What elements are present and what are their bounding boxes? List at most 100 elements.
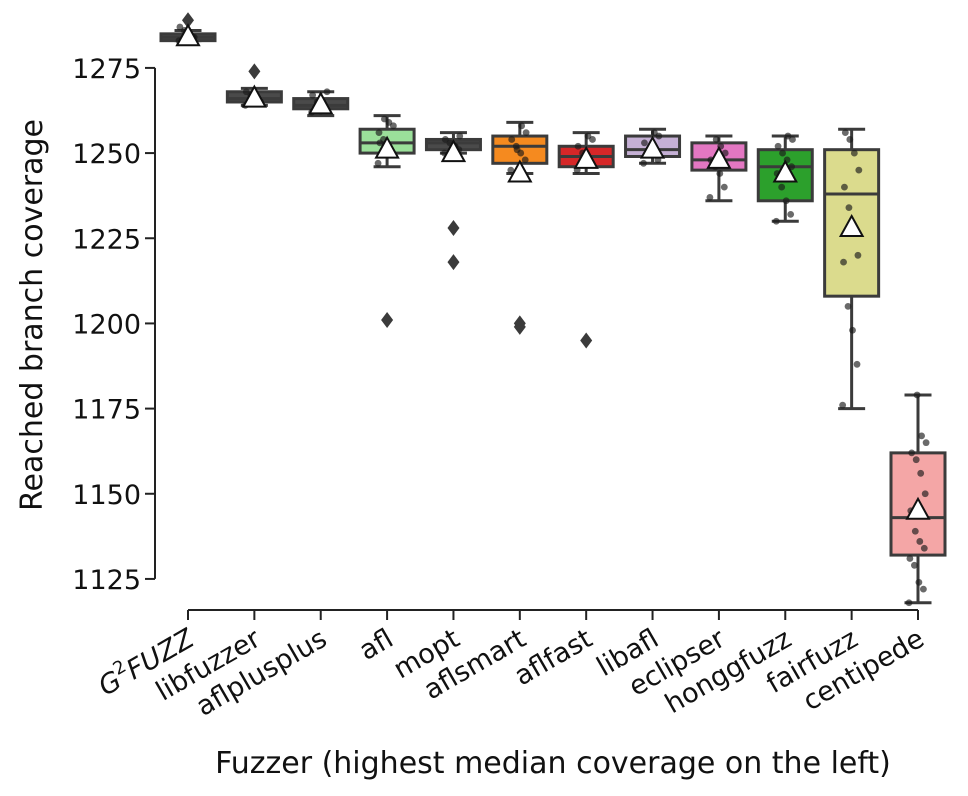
data-point xyxy=(784,132,792,140)
y-tick-label: 1250 xyxy=(72,139,141,170)
x-tick-label: aflfast xyxy=(509,623,597,692)
data-point xyxy=(908,449,916,457)
data-point xyxy=(841,183,848,191)
mean-marker xyxy=(308,91,334,115)
box-fairfuzz xyxy=(823,127,881,411)
data-point xyxy=(850,149,858,157)
data-point xyxy=(778,183,786,191)
data-point xyxy=(905,599,913,607)
mean-marker xyxy=(241,84,268,108)
y-tick-label: 1125 xyxy=(72,565,141,596)
data-point xyxy=(774,142,782,150)
outlier-marker xyxy=(513,318,526,335)
data-point xyxy=(375,129,383,137)
mean-marker xyxy=(838,213,865,238)
data-point xyxy=(920,585,927,593)
box-aflfast xyxy=(557,131,615,349)
data-point xyxy=(323,88,331,96)
box-libfuzzer xyxy=(225,63,283,109)
data-point xyxy=(508,136,516,143)
data-point xyxy=(309,91,317,99)
data-point xyxy=(841,129,849,137)
data-point xyxy=(720,183,728,191)
data-point xyxy=(906,555,914,562)
data-point xyxy=(507,166,515,174)
outlier-marker xyxy=(182,12,194,29)
y-axis: 1125 1150 1175 1200 1225 1250 1275 xyxy=(72,54,156,596)
box-afl xyxy=(358,114,416,329)
data-point xyxy=(912,456,920,464)
data-point xyxy=(641,139,648,147)
data-point xyxy=(849,326,856,334)
data-point xyxy=(518,122,526,130)
data-point xyxy=(922,439,930,447)
x-axis-label: Fuzzer (highest median coverage on the l… xyxy=(215,746,891,781)
mean-marker xyxy=(905,496,931,520)
data-point xyxy=(915,578,923,586)
mean-marker xyxy=(706,145,732,169)
data-point xyxy=(650,129,658,137)
outlier-marker xyxy=(447,254,460,271)
data-point xyxy=(706,193,714,201)
data-point xyxy=(846,136,854,143)
box-centipede xyxy=(889,391,947,607)
box-eclipser xyxy=(690,134,748,203)
mean-marker xyxy=(507,159,533,183)
data-point xyxy=(574,142,582,150)
data-point xyxy=(913,391,921,399)
data-point xyxy=(854,251,862,259)
data-point xyxy=(242,88,250,96)
mean-marker xyxy=(175,23,201,47)
data-point xyxy=(916,538,924,545)
mean-marker xyxy=(440,139,467,163)
y-tick-label: 1275 xyxy=(72,54,141,85)
data-point xyxy=(921,490,929,498)
data-point xyxy=(911,527,919,535)
box-series xyxy=(159,12,947,607)
y-axis-label: Reached branch coverage xyxy=(15,119,50,511)
y-tick-label: 1175 xyxy=(72,395,141,426)
y-tick-label: 1150 xyxy=(72,480,141,511)
mean-marker xyxy=(772,159,798,183)
data-point xyxy=(782,197,790,205)
mean-marker xyxy=(639,135,666,159)
data-point xyxy=(844,302,852,310)
box-aflplusplus xyxy=(292,88,350,118)
data-point xyxy=(853,360,861,368)
data-point xyxy=(380,115,388,123)
data-point xyxy=(855,166,863,174)
outlier-marker xyxy=(248,63,261,80)
outlier-marker xyxy=(580,332,593,349)
data-point xyxy=(522,129,530,137)
mean-marker xyxy=(374,135,400,159)
box-aflsmart xyxy=(491,120,549,335)
data-point xyxy=(521,156,529,164)
box-libafl xyxy=(624,127,682,167)
data-point xyxy=(376,139,384,147)
data-point xyxy=(779,149,786,157)
data-point xyxy=(374,159,382,167)
data-point xyxy=(787,211,795,218)
data-point xyxy=(920,544,928,552)
mean-marker xyxy=(573,145,599,169)
outlier-marker xyxy=(447,220,460,237)
y-tick-label: 1225 xyxy=(72,224,141,255)
y-tick-label: 1200 xyxy=(72,309,141,340)
outlier-marker xyxy=(381,312,394,329)
data-point xyxy=(176,23,184,31)
data-point xyxy=(845,204,853,211)
data-point xyxy=(917,469,925,477)
box-honggfuzz xyxy=(756,132,814,225)
data-point xyxy=(441,136,449,143)
data-point xyxy=(911,561,918,569)
data-point xyxy=(772,217,780,225)
box-gfuzz xyxy=(159,12,217,47)
data-point xyxy=(584,132,592,140)
data-point xyxy=(456,132,464,140)
data-point xyxy=(712,136,720,143)
data-point xyxy=(840,258,847,266)
data-point xyxy=(918,432,925,440)
data-point xyxy=(716,170,724,177)
